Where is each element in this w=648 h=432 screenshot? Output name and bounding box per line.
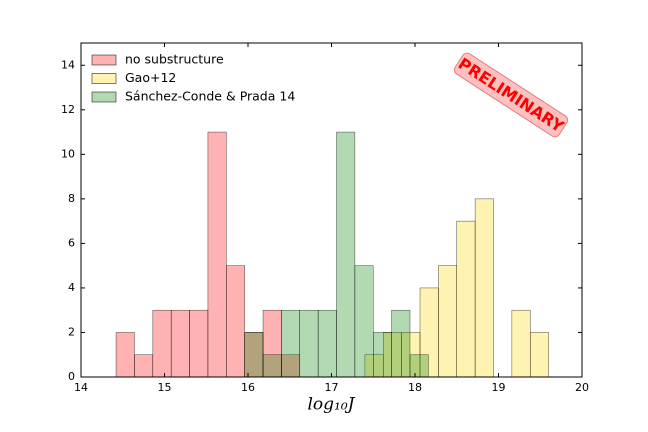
bar — [354, 265, 374, 378]
bar — [115, 332, 135, 378]
bar — [152, 309, 172, 378]
bar — [409, 354, 429, 378]
y-tick-label: 10 — [61, 147, 75, 160]
bar — [244, 332, 264, 378]
legend-label: Gao+12 — [125, 70, 176, 85]
y-tick-label: 4 — [68, 281, 75, 294]
bar — [262, 354, 282, 378]
bar — [373, 332, 392, 378]
bar — [336, 131, 356, 378]
bar — [281, 309, 301, 378]
bar — [226, 265, 245, 378]
bar — [134, 354, 154, 378]
x-tick-label: 15 — [158, 381, 172, 394]
legend-label: Sánchez-Conde & Prada 14 — [125, 89, 295, 104]
x-tick-label: 16 — [241, 381, 255, 394]
annotation: PRELIMINARY — [453, 52, 569, 138]
bar — [317, 309, 337, 378]
x-tick-label: 17 — [325, 381, 339, 394]
legend-swatch — [91, 54, 117, 66]
y-tick-label: 14 — [61, 58, 75, 71]
y-tick-label: 8 — [68, 192, 75, 205]
bar — [207, 131, 227, 378]
bar — [511, 309, 531, 378]
bar — [170, 309, 190, 378]
legend-swatch — [91, 91, 117, 103]
y-tick-label: 2 — [68, 325, 75, 338]
x-tick-label: 14 — [74, 381, 88, 394]
y-tick-label: 12 — [61, 103, 75, 116]
bar — [438, 265, 458, 378]
annotation-text: PRELIMINARY — [455, 54, 568, 136]
bar — [456, 220, 476, 378]
legend-label: no substructure — [125, 52, 224, 67]
y-tick-label: 6 — [68, 236, 75, 249]
bar — [189, 309, 209, 378]
legend-swatch — [91, 73, 117, 84]
x-tick-label: 19 — [492, 381, 506, 394]
bar — [529, 332, 549, 378]
x-tick-label: 20 — [575, 381, 589, 394]
y-tick-label: 0 — [68, 370, 75, 383]
bar — [391, 309, 411, 378]
x-axis-label: log₁₀J — [308, 395, 356, 415]
x-tick-label: 18 — [408, 381, 422, 394]
bar — [474, 198, 494, 378]
bar — [299, 309, 319, 378]
annotation-box — [453, 52, 569, 138]
